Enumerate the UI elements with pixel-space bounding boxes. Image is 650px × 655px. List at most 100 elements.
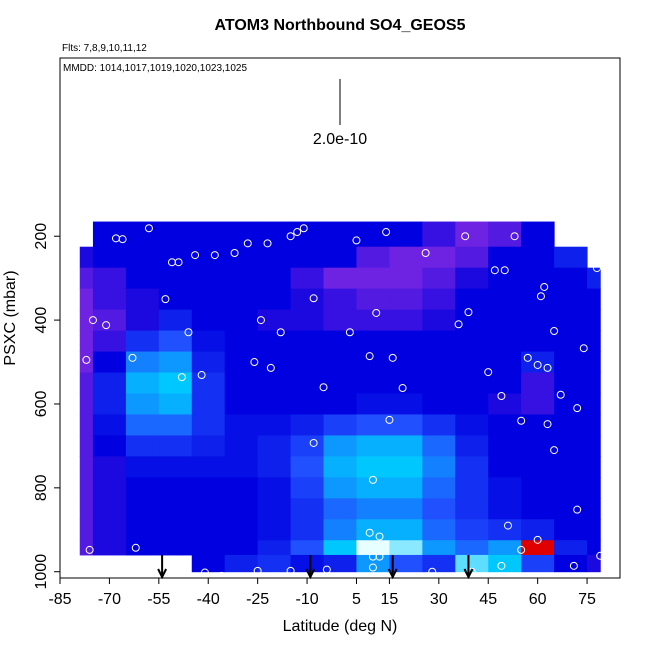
curtain-cell bbox=[79, 372, 94, 394]
curtain-cell bbox=[554, 540, 588, 556]
curtain-cell bbox=[554, 372, 588, 394]
curtain-cell bbox=[554, 477, 588, 499]
observation bbox=[352, 236, 361, 245]
curtain-cell bbox=[488, 540, 522, 556]
curtain-cell bbox=[521, 372, 555, 394]
curtain-cell bbox=[356, 498, 390, 520]
curtain-cell bbox=[79, 393, 94, 415]
curtain-cell bbox=[290, 519, 325, 541]
curtain-cell bbox=[422, 330, 456, 353]
observation bbox=[177, 373, 186, 382]
curtain-cell bbox=[389, 267, 423, 290]
curtain-cell bbox=[455, 519, 489, 541]
curtain-cell bbox=[389, 540, 423, 556]
curtain-cell bbox=[422, 519, 456, 541]
observation bbox=[523, 353, 532, 362]
curtain-cell bbox=[79, 309, 94, 332]
curtain-cell bbox=[587, 540, 601, 556]
curtain-cell bbox=[455, 288, 489, 311]
curtain-cell bbox=[158, 414, 193, 436]
curtain-cell bbox=[191, 267, 226, 290]
observation bbox=[365, 528, 374, 537]
observation bbox=[461, 232, 470, 241]
curtain-cell bbox=[554, 435, 588, 457]
observation bbox=[197, 371, 206, 380]
observation bbox=[368, 475, 377, 484]
curtain-cell bbox=[92, 456, 127, 478]
observation bbox=[550, 327, 559, 335]
observation bbox=[375, 532, 384, 541]
curtain-cell bbox=[587, 519, 601, 541]
observation bbox=[85, 545, 94, 554]
curtain-cell bbox=[125, 540, 160, 556]
curtain-cell bbox=[422, 351, 456, 374]
curtain-cell bbox=[92, 288, 127, 311]
curtain-cell bbox=[224, 372, 259, 394]
curtain-cell bbox=[356, 414, 390, 436]
observation bbox=[543, 363, 552, 372]
observation bbox=[398, 384, 407, 393]
curtain-cell bbox=[587, 435, 601, 457]
curtain-cell bbox=[257, 288, 292, 311]
curtain-cell bbox=[488, 456, 522, 478]
curtain-cell bbox=[323, 477, 357, 499]
curtain-cell bbox=[389, 393, 423, 415]
observation bbox=[184, 328, 193, 337]
curtain-cell bbox=[158, 267, 193, 290]
curtain-cell bbox=[356, 456, 390, 478]
x-tick-label: -40 bbox=[197, 591, 220, 608]
curtain-cell bbox=[257, 456, 292, 478]
curtain-cell bbox=[125, 519, 160, 541]
curtain-cell bbox=[455, 351, 489, 374]
curtain-cell bbox=[323, 246, 357, 269]
curtain-cell bbox=[488, 414, 522, 436]
observation bbox=[533, 535, 542, 544]
curtain-cell bbox=[323, 372, 357, 394]
curtain-cell bbox=[488, 267, 522, 290]
curtain-cell bbox=[257, 267, 292, 290]
curtain-cell bbox=[455, 477, 489, 499]
observation bbox=[540, 282, 549, 291]
curtain-cell bbox=[125, 393, 160, 415]
observation bbox=[375, 552, 384, 561]
curtain-cell bbox=[521, 309, 555, 332]
curtain-cell bbox=[521, 288, 555, 311]
curtain-cell bbox=[224, 414, 259, 436]
curtain-cell bbox=[79, 498, 94, 520]
observation bbox=[517, 416, 526, 425]
curtain-cell bbox=[290, 498, 325, 520]
curtain-cell bbox=[92, 351, 127, 374]
curtain-cell bbox=[158, 519, 193, 541]
curtain-cell bbox=[521, 519, 555, 541]
curtain-cell bbox=[389, 498, 423, 520]
curtain-cell bbox=[455, 540, 489, 556]
curtain-cell bbox=[257, 435, 292, 457]
curtain-cell bbox=[488, 351, 522, 374]
x-tick-label: 30 bbox=[430, 591, 448, 608]
x-tick-label: 60 bbox=[529, 591, 547, 608]
curtain-cell bbox=[323, 267, 357, 290]
curtain-cell bbox=[158, 393, 193, 415]
curtain-cell bbox=[257, 372, 292, 394]
x-tick-label: -10 bbox=[295, 591, 318, 608]
chart-title: ATOM3 Northbound SO4_GEOS5 bbox=[215, 17, 466, 34]
scale-label: 2.0e-10 bbox=[313, 131, 367, 148]
curtain-cell bbox=[290, 351, 325, 374]
observation bbox=[88, 316, 97, 325]
observation bbox=[504, 521, 512, 530]
observation bbox=[174, 258, 183, 267]
curtain-cell bbox=[488, 554, 522, 573]
curtain-cell bbox=[422, 393, 456, 415]
curtain-cell bbox=[191, 393, 226, 415]
curtain-cell bbox=[356, 540, 390, 556]
curtain-cell bbox=[488, 372, 522, 394]
observation bbox=[286, 566, 295, 575]
curtain-cell bbox=[158, 246, 193, 269]
observation bbox=[592, 264, 601, 273]
y-tick-label: 800 bbox=[33, 474, 50, 501]
observation bbox=[464, 308, 473, 317]
y-tick-label: 1000 bbox=[33, 554, 50, 590]
curtain-cell bbox=[587, 372, 601, 394]
curtain-cell bbox=[92, 519, 127, 541]
curtain-cell bbox=[356, 221, 390, 248]
